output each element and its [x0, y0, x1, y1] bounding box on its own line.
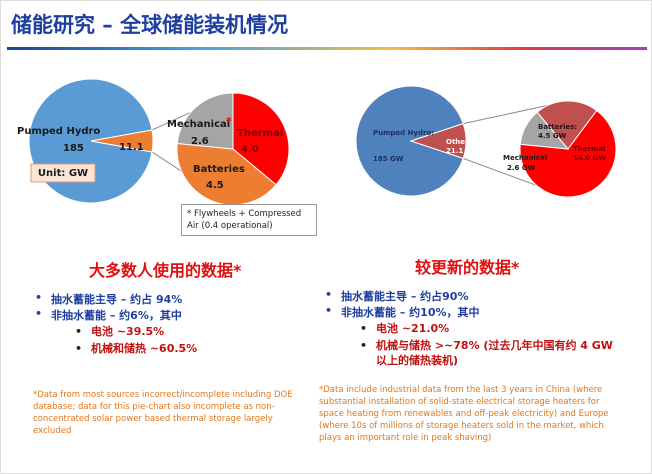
slice-value: 185 [63, 143, 84, 154]
pie-slice [90, 129, 154, 153]
slice-label: Mechanical [167, 119, 230, 130]
title-rule [7, 47, 647, 50]
left-heading: 大多数人使用的数据* [89, 261, 242, 280]
slice-value: 11.1 [119, 142, 144, 153]
pie-slice [519, 109, 617, 198]
slice-label: Batteries [193, 164, 245, 175]
bullet: 非抽水蓄能 – 约6%，其中 [35, 307, 182, 323]
slide-title: 储能研究 – 全球储能装机情况 [11, 13, 289, 37]
slice-label: Batteries: [538, 123, 577, 131]
footnote: *Data from most sources incorrect/incomp… [33, 390, 293, 436]
right-heading: 较更新的数据* [415, 258, 520, 277]
pie-slice [176, 142, 277, 206]
slice-label: Other: [446, 138, 471, 146]
pie-slice [176, 92, 234, 150]
bullet: 抽水蓄能主导 – 约占90% [325, 288, 468, 304]
note-mark: * [547, 149, 553, 162]
slice-value: 14.0 GW [573, 154, 606, 162]
bullet: 抽水蓄能主导 – 约占 94% [35, 291, 182, 307]
note-mark: * [226, 115, 232, 128]
slice-value: 4.5 GW [538, 132, 567, 140]
pie-slice [536, 100, 598, 150]
slice-label: Mechanical [503, 154, 547, 162]
pie-slice [232, 92, 290, 186]
sub-bullet: 电池 ~39.5% [75, 324, 164, 339]
slice-value: 2.6 [191, 136, 209, 147]
slice-value: 21.1 GW [446, 147, 479, 155]
unit-label: Unit: GW [38, 168, 88, 179]
slice-label: Thermal [237, 128, 283, 139]
pie-slice [409, 122, 467, 160]
sub-bullet: 机械与储热 >~78% (过去几年中国有约 4 GW 以上的储热装机) [360, 338, 626, 368]
slice-label: Thermal [573, 145, 605, 153]
slice-label: Pumped Hydro: [373, 129, 434, 137]
footnote: *Data include industrial data from the l… [319, 385, 609, 443]
bullet: 非抽水蓄能 – 约10%，其中 [325, 304, 479, 320]
slice-value: 4.0 [241, 144, 259, 155]
sub-bullet: 电池 ~21.0% [360, 321, 449, 336]
slice-value: 4.5 [206, 180, 224, 191]
chart-note: * Flywheels + Compressed Air (0.4 operat… [181, 204, 317, 236]
slice-label: Pumped Hydro [17, 126, 100, 137]
pie-slice [519, 111, 570, 150]
sub-bullet: 机械和储热 ~60.5% [75, 341, 197, 356]
slice-value: 185 GW [373, 155, 404, 163]
slice-value: 2.6 GW [507, 164, 536, 172]
unit-box [30, 163, 96, 183]
